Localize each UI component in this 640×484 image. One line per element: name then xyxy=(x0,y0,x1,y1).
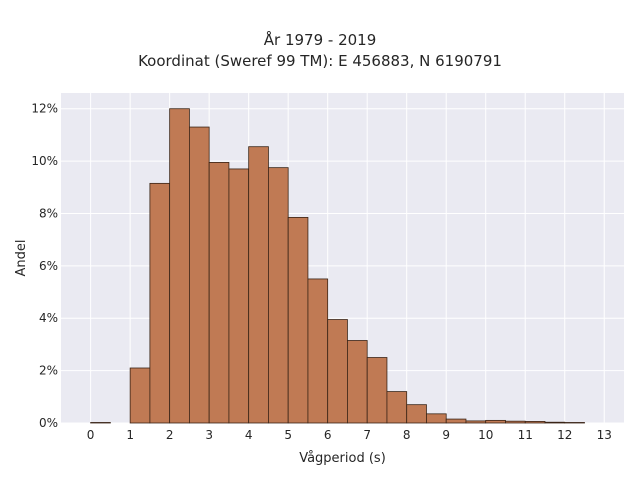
histogram-bar xyxy=(307,278,329,424)
histogram-bar xyxy=(386,391,408,424)
x-tick-label: 0 xyxy=(87,428,95,442)
y-tick-label: 8% xyxy=(39,206,58,220)
y-tick-label: 4% xyxy=(39,311,58,325)
x-tick-label: 2 xyxy=(166,428,174,442)
histogram-bar xyxy=(90,422,111,424)
chart-title-line-1: År 1979 - 2019 xyxy=(263,31,377,49)
x-tick-label: 11 xyxy=(518,428,533,442)
histogram-bar xyxy=(544,421,566,424)
x-tick-labels: 0 1 2 3 4 5 6 7 8 9 10 11 12 13 xyxy=(87,428,612,442)
histogram-bar xyxy=(208,162,230,424)
histogram-bar xyxy=(524,421,546,424)
histogram-bar xyxy=(189,126,210,424)
histogram-bar xyxy=(287,217,309,424)
x-tick-label: 3 xyxy=(205,428,213,442)
chart-title: År 1979 - 2019 Koordinat (Sweref 99 TM):… xyxy=(0,30,640,72)
y-axis-label: Andel xyxy=(14,240,29,277)
y-tick-label: 0% xyxy=(39,416,58,430)
histogram-bar xyxy=(465,420,487,424)
x-tick-label: 13 xyxy=(597,428,612,442)
x-axis-label: Vågperiod (s) xyxy=(299,451,386,466)
histogram-bar xyxy=(129,367,151,424)
x-tick-label: 7 xyxy=(363,428,371,442)
y-tick-label: 12% xyxy=(31,102,58,116)
x-tick-label: 8 xyxy=(403,428,411,442)
histogram-bar xyxy=(366,357,388,424)
x-tick-label: 1 xyxy=(126,428,134,442)
histogram-bar xyxy=(248,146,269,424)
histogram-bar xyxy=(228,168,250,424)
histogram-bar xyxy=(327,319,348,424)
histogram-bar xyxy=(426,413,447,424)
histogram-bar xyxy=(485,419,506,424)
x-tick-label: 5 xyxy=(284,428,292,442)
x-tick-label: 9 xyxy=(442,428,450,442)
bars xyxy=(90,108,585,424)
histogram-bar xyxy=(505,420,526,424)
histogram-bar xyxy=(268,167,289,424)
x-tick-label: 10 xyxy=(478,428,493,442)
x-tick-label: 6 xyxy=(324,428,332,442)
y-tick-label: 2% xyxy=(39,364,58,378)
histogram-bar xyxy=(564,422,585,424)
x-tick-label: 12 xyxy=(557,428,572,442)
histogram-bar xyxy=(149,182,171,424)
histogram-bar xyxy=(347,340,368,424)
chart-title-line-2: Koordinat (Sweref 99 TM): E 456883, N 61… xyxy=(138,52,502,70)
y-tick-label: 10% xyxy=(31,154,58,168)
histogram-bar xyxy=(169,108,190,424)
histogram-bar xyxy=(406,404,427,424)
histogram-bar xyxy=(445,418,467,424)
x-tick-label: 4 xyxy=(245,428,253,442)
y-tick-label: 6% xyxy=(39,259,58,273)
y-tick-labels: 0% 2% 4% 6% 8% 10% 12% xyxy=(31,102,58,430)
